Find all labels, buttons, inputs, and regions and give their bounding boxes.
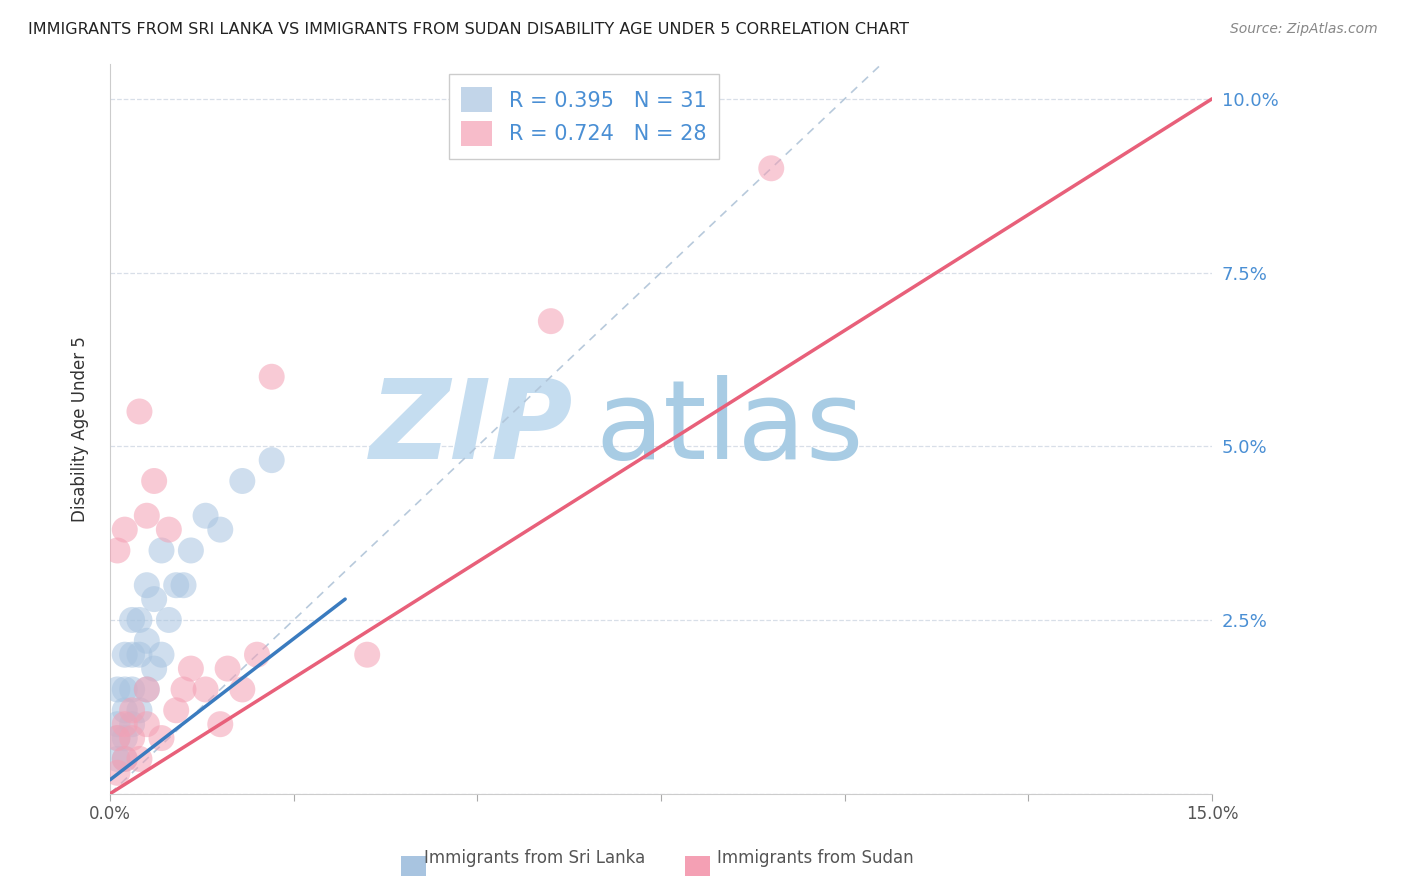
- Point: [231, 474, 253, 488]
- Point: [173, 578, 195, 592]
- Point: [143, 662, 166, 676]
- Point: [150, 648, 173, 662]
- Point: [114, 731, 136, 745]
- Point: [540, 314, 562, 328]
- Point: [194, 508, 217, 523]
- Point: [121, 717, 143, 731]
- Point: [180, 662, 202, 676]
- Text: atlas: atlas: [595, 376, 863, 483]
- Point: [165, 578, 187, 592]
- Point: [121, 648, 143, 662]
- Point: [135, 633, 157, 648]
- Point: [135, 682, 157, 697]
- Point: [246, 648, 269, 662]
- Point: [761, 161, 783, 176]
- Point: [107, 752, 129, 766]
- Point: [121, 703, 143, 717]
- Point: [209, 523, 232, 537]
- Point: [107, 731, 129, 745]
- Text: ZIP: ZIP: [370, 376, 572, 483]
- Point: [217, 662, 239, 676]
- Point: [356, 648, 378, 662]
- Point: [128, 752, 150, 766]
- Point: [107, 682, 129, 697]
- Point: [128, 613, 150, 627]
- Point: [260, 369, 283, 384]
- Point: [114, 703, 136, 717]
- Point: [107, 717, 129, 731]
- Point: [231, 682, 253, 697]
- Point: [114, 523, 136, 537]
- Point: [135, 578, 157, 592]
- Point: [135, 682, 157, 697]
- Text: IMMIGRANTS FROM SRI LANKA VS IMMIGRANTS FROM SUDAN DISABILITY AGE UNDER 5 CORREL: IMMIGRANTS FROM SRI LANKA VS IMMIGRANTS …: [28, 22, 910, 37]
- Point: [135, 717, 157, 731]
- Point: [114, 752, 136, 766]
- Point: [157, 613, 180, 627]
- Point: [107, 765, 129, 780]
- Point: [128, 703, 150, 717]
- Point: [121, 613, 143, 627]
- Point: [143, 474, 166, 488]
- Y-axis label: Disability Age Under 5: Disability Age Under 5: [72, 336, 89, 522]
- Point: [143, 592, 166, 607]
- Text: Immigrants from Sudan: Immigrants from Sudan: [717, 849, 914, 867]
- Point: [180, 543, 202, 558]
- Point: [128, 648, 150, 662]
- Point: [150, 543, 173, 558]
- Point: [150, 731, 173, 745]
- Point: [107, 543, 129, 558]
- Point: [194, 682, 217, 697]
- Point: [260, 453, 283, 467]
- Point: [128, 404, 150, 418]
- Point: [114, 752, 136, 766]
- Legend: R = 0.395   N = 31, R = 0.724   N = 28: R = 0.395 N = 31, R = 0.724 N = 28: [449, 74, 720, 159]
- Point: [165, 703, 187, 717]
- Point: [121, 731, 143, 745]
- Point: [121, 682, 143, 697]
- Point: [107, 731, 129, 745]
- Text: Immigrants from Sri Lanka: Immigrants from Sri Lanka: [423, 849, 645, 867]
- Point: [173, 682, 195, 697]
- Point: [157, 523, 180, 537]
- Point: [114, 682, 136, 697]
- Text: Source: ZipAtlas.com: Source: ZipAtlas.com: [1230, 22, 1378, 37]
- Point: [135, 508, 157, 523]
- Point: [209, 717, 232, 731]
- Point: [114, 717, 136, 731]
- Point: [114, 648, 136, 662]
